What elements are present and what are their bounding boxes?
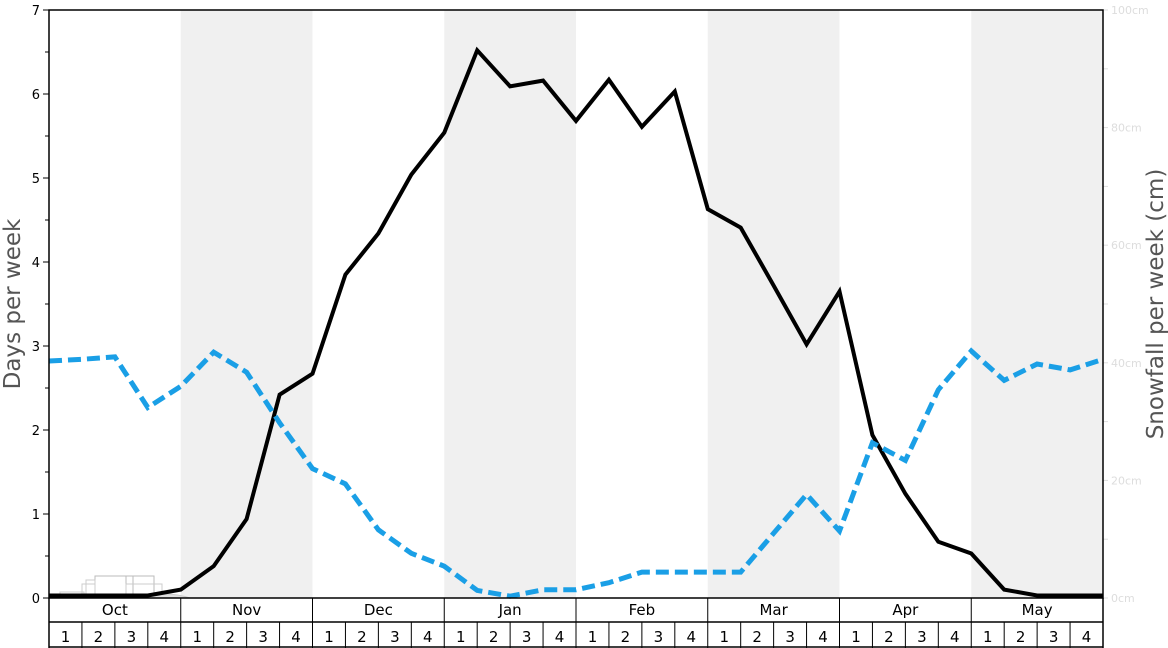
y2-tick-label: 100cm (1111, 4, 1149, 17)
week-label: 4 (160, 628, 170, 646)
week-label: 2 (621, 628, 631, 646)
month-band-may (971, 10, 1103, 598)
month-label-mar: Mar (759, 601, 788, 619)
week-label: 2 (489, 628, 499, 646)
week-label: 2 (225, 628, 235, 646)
y-tick-label: 0 (32, 592, 40, 607)
left-axis: 0 1 2 3 4 5 6 7 (32, 4, 49, 607)
week-label: 4 (950, 628, 960, 646)
y-tick-label: 1 (32, 508, 40, 523)
week-label: 2 (357, 628, 367, 646)
week-label: 1 (324, 628, 334, 646)
y2-tick-label: 40cm (1111, 357, 1142, 370)
week-label: 3 (390, 628, 400, 646)
y-tick-label: 7 (32, 4, 40, 19)
week-label: 2 (1016, 628, 1026, 646)
series-lines (48, 46, 1104, 599)
week-label: 2 (94, 628, 104, 646)
y2-tick-label: 80cm (1111, 122, 1142, 135)
week-label: 4 (423, 628, 433, 646)
week-label: 2 (884, 628, 894, 646)
week-label: 1 (456, 628, 466, 646)
y-tick-label: 4 (32, 256, 40, 271)
week-label: 3 (522, 628, 532, 646)
days-line (49, 46, 1103, 598)
month-label-may: May (1022, 601, 1053, 619)
y2-tick-label: 0cm (1111, 592, 1135, 605)
week-label: 1 (851, 628, 861, 646)
week-label: 1 (719, 628, 729, 646)
week-label: 1 (588, 628, 598, 646)
y-tick-label: 3 (32, 340, 40, 355)
week-label: 3 (127, 628, 137, 646)
week-label: 2 (752, 628, 762, 646)
week-label: 1 (983, 628, 993, 646)
y-tick-label: 5 (32, 172, 40, 187)
month-band-jan (444, 10, 576, 598)
y-tick-label: 6 (32, 88, 40, 103)
week-label: 4 (1082, 628, 1092, 646)
week-label: 3 (785, 628, 795, 646)
y2-tick-label: 60cm (1111, 239, 1142, 252)
week-label: 1 (61, 628, 71, 646)
snowfall-line (48, 347, 1104, 599)
week-label: 3 (917, 628, 927, 646)
week-label: 4 (818, 628, 828, 646)
month-label-feb: Feb (629, 601, 656, 619)
month-band-mar (707, 10, 840, 598)
y2-axis-title: Snowfall per week (cm) (1143, 169, 1168, 440)
month-band-nov (180, 10, 313, 598)
month-bands (180, 10, 1103, 598)
week-label: 3 (258, 628, 268, 646)
week-label: 4 (291, 628, 301, 646)
month-axis: Oct 1 2 3 4 Nov 1 2 3 4 Dec 1 2 3 4 Jan 1 2 3 4 Feb 1 2 3 4 Mar 1 2… (48, 598, 1104, 648)
right-axis: 0cm 20cm 40cm 60cm 80cm 100cm (1103, 4, 1149, 605)
y-axis-title: Days per week (0, 218, 26, 389)
week-label: 4 (555, 628, 565, 646)
week-label: 1 (192, 628, 202, 646)
month-label-jan: Jan (498, 601, 522, 619)
month-label-apr: Apr (892, 601, 919, 619)
week-label: 3 (654, 628, 664, 646)
week-label: 4 (687, 628, 697, 646)
month-label-dec: Dec (364, 601, 393, 619)
week-label: 3 (1049, 628, 1059, 646)
y-tick-label: 2 (32, 424, 40, 439)
y2-tick-label: 20cm (1111, 474, 1142, 487)
month-label-oct: Oct (102, 601, 128, 619)
month-label-nov: Nov (232, 601, 261, 619)
